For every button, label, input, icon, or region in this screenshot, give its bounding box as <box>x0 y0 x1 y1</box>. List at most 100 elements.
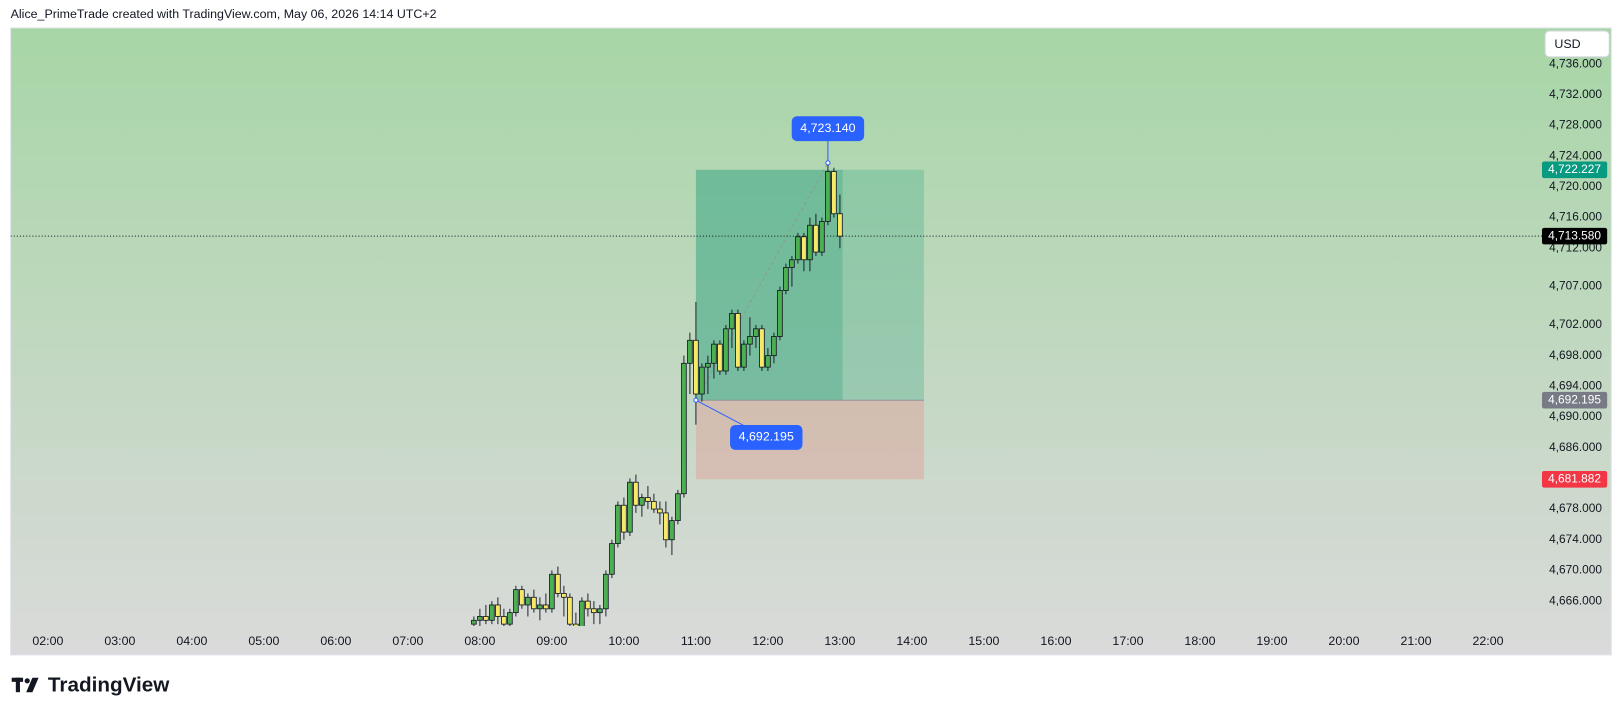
x-tick-label: 08:00 <box>464 634 495 648</box>
x-tick-label: 20:00 <box>1328 634 1359 648</box>
candle-body <box>513 589 519 614</box>
price-tag-label: 4,713.580 <box>1548 228 1601 242</box>
x-tick-label: 13:00 <box>824 634 855 648</box>
y-tick-label: 4,698.000 <box>1549 348 1602 362</box>
candle-body <box>765 355 771 368</box>
price-tag-label: 4,681.882 <box>1548 471 1601 485</box>
x-tick-label: 16:00 <box>1040 634 1071 648</box>
x-tick-label: 03:00 <box>104 634 135 648</box>
y-tick-label: 4,686.000 <box>1549 440 1602 454</box>
y-tick-label: 4,690.000 <box>1549 409 1602 423</box>
candle-body <box>675 493 681 521</box>
candle-body <box>771 336 777 357</box>
candle-body <box>831 171 837 215</box>
candle-body <box>729 313 735 330</box>
candle-body <box>819 220 825 253</box>
candle-body <box>621 504 627 533</box>
annotation-bubble <box>730 425 803 450</box>
y-tick-label: 4,728.000 <box>1549 118 1602 132</box>
candle-body <box>717 343 723 372</box>
candle-body <box>741 343 747 368</box>
currency-button[interactable] <box>1544 30 1610 58</box>
candle-body <box>783 267 789 291</box>
candle-body <box>615 504 621 545</box>
annotation-point <box>825 160 831 166</box>
candle-body <box>483 616 489 621</box>
price-tag <box>1541 161 1608 179</box>
candle-body <box>543 604 549 610</box>
candle-body <box>579 600 585 626</box>
candle-body <box>633 481 639 506</box>
candle-body <box>561 593 567 598</box>
annotation-bubble <box>791 116 865 142</box>
price-tag-label: 4,722.227 <box>1548 162 1601 176</box>
annotation-label: 4,723.140 <box>800 121 855 135</box>
candle-body <box>471 619 477 625</box>
y-tick-label: 4,724.000 <box>1549 148 1602 162</box>
y-tick-label: 4,666.000 <box>1549 593 1602 607</box>
candle-body <box>657 508 663 514</box>
x-tick-label: 11:00 <box>681 634 711 648</box>
candle-body <box>495 604 501 617</box>
price-pane <box>10 162 1542 626</box>
candle-body <box>591 608 597 614</box>
candle-body <box>687 339 693 364</box>
candle-body <box>813 224 819 253</box>
candle-body <box>555 573 561 594</box>
candle-body <box>501 616 507 625</box>
y-tick-label: 4,736.000 <box>1549 56 1602 70</box>
candle-body <box>711 343 717 364</box>
x-tick-label: 06:00 <box>320 634 351 648</box>
candle-body <box>573 623 579 626</box>
x-tick-label: 12:00 <box>752 634 783 648</box>
y-tick-label: 4,716.000 <box>1549 210 1602 224</box>
candle-body <box>801 236 807 261</box>
y-tick-label: 4,670.000 <box>1549 563 1602 577</box>
candle-body <box>627 481 633 533</box>
candle-body <box>735 313 741 368</box>
candle-body <box>567 596 573 625</box>
y-tick-label: 4,707.000 <box>1549 279 1602 293</box>
candle-body <box>663 512 669 541</box>
candle-body <box>753 328 759 337</box>
candle-body <box>639 497 645 506</box>
x-tick-label: 15:00 <box>968 634 999 648</box>
candle-body <box>537 604 543 610</box>
candle-body <box>519 589 525 606</box>
candle-body <box>837 213 843 237</box>
x-tick-label: 07:00 <box>392 634 423 648</box>
y-tick-label: 4,694.000 <box>1549 378 1602 392</box>
candle-body <box>669 520 675 541</box>
price-tag <box>1541 391 1608 409</box>
currency-label: USD <box>1554 37 1580 51</box>
candle-body <box>759 328 765 368</box>
price-tag <box>1541 227 1608 245</box>
candle-body <box>789 259 795 268</box>
y-tick-label: 4,678.000 <box>1549 501 1602 515</box>
x-tick-label: 18:00 <box>1184 634 1215 648</box>
candle-body <box>747 336 753 345</box>
y-tick-label: 4,720.000 <box>1549 179 1602 193</box>
price-tag <box>1541 471 1608 488</box>
candle-body <box>525 596 531 606</box>
candle-body <box>825 171 831 222</box>
x-tick-label: 22:00 <box>1472 634 1503 648</box>
candle-body <box>531 596 537 610</box>
candle-body <box>549 573 555 610</box>
logo-text: TradingView <box>48 673 170 696</box>
candle-body <box>699 366 705 395</box>
candle-body <box>723 328 729 372</box>
candle-body <box>597 608 603 614</box>
y-tick-label: 4,702.000 <box>1549 317 1602 331</box>
x-tick-label: 10:00 <box>608 634 639 648</box>
candle-body <box>651 500 657 510</box>
candle-body <box>477 616 483 621</box>
annotation-point <box>693 397 699 403</box>
x-tick-label: 14:00 <box>896 634 927 648</box>
logo-mark <box>11 677 39 693</box>
candle-body <box>603 573 609 610</box>
candle-body <box>795 236 801 261</box>
candle-body <box>645 497 651 502</box>
